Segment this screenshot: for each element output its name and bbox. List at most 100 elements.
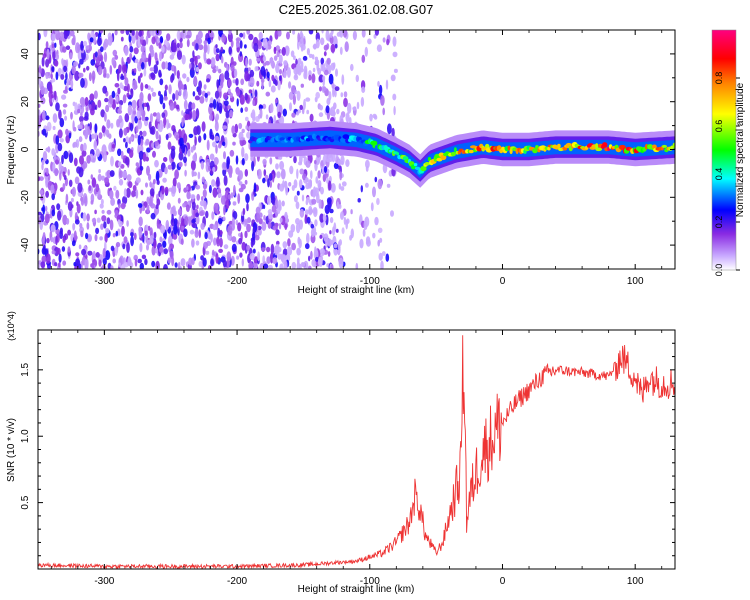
spectrogram-noise-cell — [103, 73, 107, 78]
spectrogram-noise-cell — [311, 54, 315, 60]
spectrogram-noise-cell — [341, 74, 345, 85]
spectrogram-noise-cell — [300, 32, 304, 42]
spectrogram-noise-cell — [295, 218, 300, 225]
spectrogram-noise-cell — [227, 105, 232, 110]
spectrogram-noise-cell — [62, 214, 68, 226]
spectrogram-noise-cell — [149, 188, 155, 197]
spectrogram-noise-cell — [238, 181, 243, 186]
snr-frame — [37, 329, 676, 570]
spectrogram-noise-cell — [208, 185, 212, 194]
spectrogram-noise-cell — [322, 75, 326, 82]
spectrogram-noise-cell — [219, 237, 223, 248]
spectrogram-noise-cell — [141, 51, 147, 62]
spectrogram-noise-cell — [303, 98, 306, 110]
spectrogram-noise-cell — [238, 237, 243, 245]
spectrogram-noise — [38, 30, 398, 269]
spectrogram-noise-cell — [111, 103, 117, 109]
spectrogram-ridge-cell — [396, 152, 400, 156]
spectrogram-noise-cell — [139, 72, 143, 78]
spectrogram-noise-cell — [233, 68, 238, 78]
spectrogram-noise-cell — [86, 213, 90, 222]
spectrogram-noise-cell — [196, 193, 200, 201]
spectrogram-noise-cell — [277, 253, 282, 260]
spectrogram-noise-cell — [293, 195, 298, 203]
spectrogram-noise-cell — [167, 164, 173, 170]
spectrogram-noise-cell — [54, 262, 58, 267]
spectrogram-noise-cell — [42, 53, 47, 59]
spectrogram-noise-cell — [76, 203, 81, 214]
spectrogram-noise-cell — [152, 150, 156, 158]
spectrogram-noise-cell — [264, 60, 270, 66]
spectrogram-noise-cell — [377, 239, 381, 247]
spectrogram-noise-cell — [144, 258, 148, 266]
spectrogram-noise-cell — [231, 236, 237, 243]
spectrogram-noise-cell — [334, 89, 337, 98]
spectrogram-noise-cell — [78, 72, 84, 78]
spectrogram-noise-cell — [153, 239, 157, 249]
spectrogram-noise-cell — [215, 44, 218, 49]
spectrogram-noise-cell — [129, 52, 133, 61]
spectrogram-noise-cell — [209, 128, 213, 138]
spectrogram-noise-cell — [159, 236, 163, 243]
spectrogram-noise-cell — [162, 102, 166, 110]
spectrogram-noise-cell — [198, 44, 204, 51]
spectrogram-noise-cell — [178, 161, 183, 168]
spectrogram-noise-cell — [377, 80, 380, 87]
spectrogram-noise-cell — [223, 244, 229, 250]
spectrogram-noise-cell — [313, 43, 317, 50]
spectrogram-noise-cell — [120, 202, 126, 210]
spectrogram-noise-cell — [150, 49, 155, 58]
y-tick-label: -20 — [20, 190, 31, 205]
spectrogram-noise-cell — [277, 30, 282, 37]
spectrogram-noise-cell — [251, 109, 256, 119]
spectrogram-noise-cell — [127, 104, 133, 116]
spectrogram-noise-cell — [374, 176, 378, 183]
spectrogram-noise-cell — [350, 63, 354, 72]
spectrogram-noise-cell — [318, 112, 324, 118]
snr-y-label: SNR (10 * v/v) — [6, 418, 17, 482]
spectrogram-noise-cell — [239, 252, 243, 258]
spectrogram-noise-cell — [139, 242, 143, 253]
spectrogram-noise-cell — [172, 177, 177, 187]
spectrogram-noise-cell — [81, 199, 84, 206]
spectrogram-noise-cell — [202, 189, 207, 198]
spectrogram-noise-cell — [284, 211, 288, 218]
spectrogram-noise-cell — [38, 32, 41, 41]
spectrogram-ridge-cell — [424, 162, 431, 166]
spectrogram-noise-cell — [69, 52, 73, 60]
spectrogram-noise-cell — [223, 100, 229, 106]
spectrogram-noise-cell — [114, 54, 119, 60]
spectrogram-noise-cell — [323, 233, 329, 243]
spectrogram-noise-cell — [138, 228, 142, 239]
spectrogram-noise-cell — [51, 66, 55, 72]
spectrogram-noise-cell — [83, 142, 87, 152]
spectrogram-noise-cell — [172, 42, 177, 53]
spectrogram-noise-cell — [203, 84, 207, 90]
spectrogram-noise-cell — [163, 263, 168, 269]
spectrogram-noise-cell — [238, 170, 243, 180]
spectrogram-noise-cell — [233, 184, 236, 196]
spectrogram-noise-cell — [153, 64, 158, 74]
spectrogram-noise-cell — [146, 196, 150, 204]
spectrogram-noise-cell — [237, 222, 242, 232]
spectrogram-noise-cell — [65, 193, 69, 204]
spectrogram-noise-cell — [248, 141, 251, 150]
spectrogram-noise-cell — [205, 210, 209, 219]
spectrogram-noise-cell — [293, 179, 298, 189]
spectrogram-noise-cell — [146, 102, 150, 108]
spectrogram-noise-cell — [60, 73, 65, 80]
spectrogram-noise-cell — [45, 58, 50, 68]
spectrogram-noise-cell — [297, 32, 301, 43]
spectrogram-noise-cell — [308, 205, 313, 216]
spectrogram-noise-cell — [134, 58, 139, 64]
spectrogram-noise-cell — [330, 183, 336, 193]
spectrogram-noise-cell — [176, 50, 183, 60]
spectrogram-noise-cell — [139, 145, 144, 153]
spectrogram-noise-cell — [40, 261, 46, 269]
spectrogram-noise-cell — [134, 258, 138, 267]
spectrogram-noise-cell — [287, 238, 291, 247]
spectrogram-noise-cell — [222, 125, 228, 130]
spectrogram-noise-cell — [157, 37, 161, 44]
spectrogram-noise-cell — [297, 236, 301, 245]
spectrogram-noise-cell — [118, 179, 124, 186]
